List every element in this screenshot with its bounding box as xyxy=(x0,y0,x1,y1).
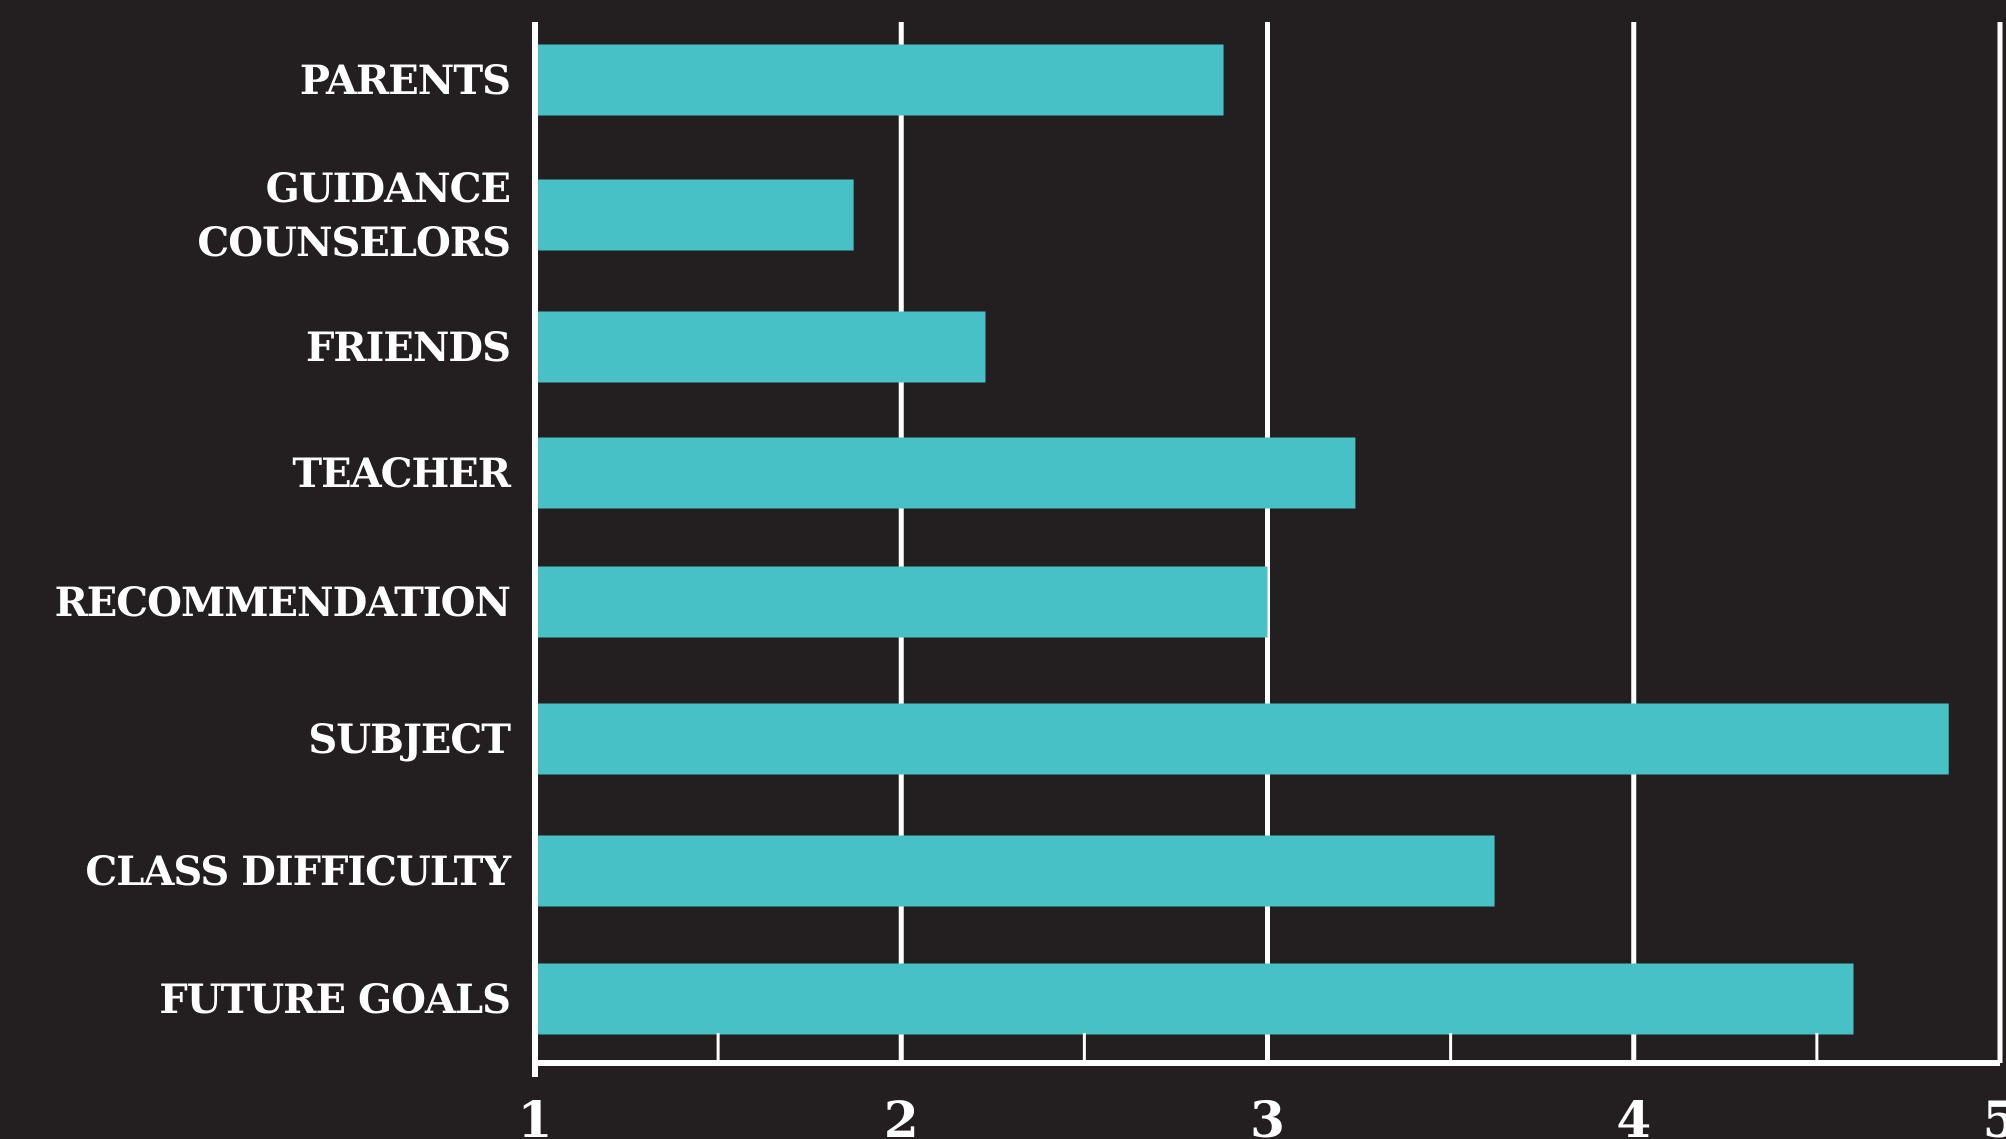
category-label-future-goals: FUTURE GOALS xyxy=(159,976,510,1023)
category-label-recommendation: RECOMMENDATION xyxy=(55,579,510,626)
axes xyxy=(532,22,2000,1077)
category-label-guidance-counselors: GUIDANCE COUNSELORS xyxy=(197,165,510,266)
category-label-friends: FRIENDS xyxy=(306,324,510,371)
category-label-subject: SUBJECT xyxy=(308,716,511,763)
category-labels: PARENTS GUIDANCE COUNSELORS FRIENDS TEACHER R… xyxy=(55,57,513,1023)
category-label-parents: PARENTS xyxy=(300,57,510,104)
x-tick-label-2: 2 xyxy=(884,1090,919,1139)
category-label-class-difficulty: CLASS DIFFICULTY xyxy=(85,848,511,895)
bar-friends xyxy=(537,311,986,383)
bar-guidance-counselors xyxy=(537,179,854,251)
category-label-teacher: TEACHER xyxy=(292,450,511,497)
bar-class-difficulty xyxy=(537,835,1495,907)
x-tick-label-3: 3 xyxy=(1250,1090,1285,1139)
bar-subject xyxy=(537,703,1949,775)
x-tick-label-1: 1 xyxy=(518,1090,553,1139)
bar-parents xyxy=(537,44,1224,116)
x-tick-label-5: 5 xyxy=(1983,1090,2006,1139)
bar-recommendation xyxy=(537,566,1268,638)
x-tick-label-4: 4 xyxy=(1616,1090,1651,1139)
grid-lines xyxy=(898,22,2003,1063)
bars xyxy=(537,44,1949,1035)
x-tick-labels: 1 2 3 4 5 xyxy=(518,1090,2006,1139)
bar-future-goals xyxy=(537,963,1854,1035)
bar-teacher xyxy=(537,437,1356,509)
